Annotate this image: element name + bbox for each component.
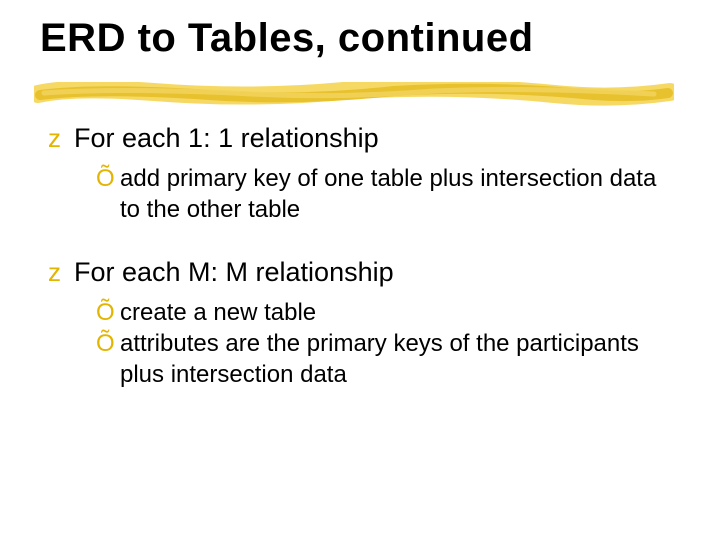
slide-body: z For each 1: 1 relationship Õ add prima… bbox=[40, 121, 680, 390]
list-item-label: create a new table bbox=[120, 297, 316, 328]
list-item: z For each M: M relationship bbox=[48, 255, 680, 289]
sublist: Õ add primary key of one table plus inte… bbox=[48, 163, 680, 225]
sublist: Õ create a new table Õ attributes are th… bbox=[48, 297, 680, 390]
bullet-icon: Õ bbox=[96, 297, 120, 328]
bullet-icon: z bbox=[48, 121, 74, 155]
list-item: Õ add primary key of one table plus inte… bbox=[96, 163, 680, 225]
list-item: z For each 1: 1 relationship bbox=[48, 121, 680, 155]
list-item-label: add primary key of one table plus inters… bbox=[120, 163, 680, 225]
list-item-label: attributes are the primary keys of the p… bbox=[120, 328, 680, 390]
bullet-icon: Õ bbox=[96, 328, 120, 359]
title-container: ERD to Tables, continued bbox=[40, 16, 680, 61]
bullet-icon: Õ bbox=[96, 163, 120, 194]
slide-title: ERD to Tables, continued bbox=[40, 16, 680, 61]
title-underline bbox=[34, 82, 674, 108]
slide: ERD to Tables, continued z For each 1: 1… bbox=[0, 0, 720, 540]
list-item: Õ create a new table bbox=[96, 297, 680, 328]
list-item-label: For each 1: 1 relationship bbox=[74, 121, 379, 155]
list-item-label: For each M: M relationship bbox=[74, 255, 394, 289]
bullet-icon: z bbox=[48, 255, 74, 289]
list-item: Õ attributes are the primary keys of the… bbox=[96, 328, 680, 390]
